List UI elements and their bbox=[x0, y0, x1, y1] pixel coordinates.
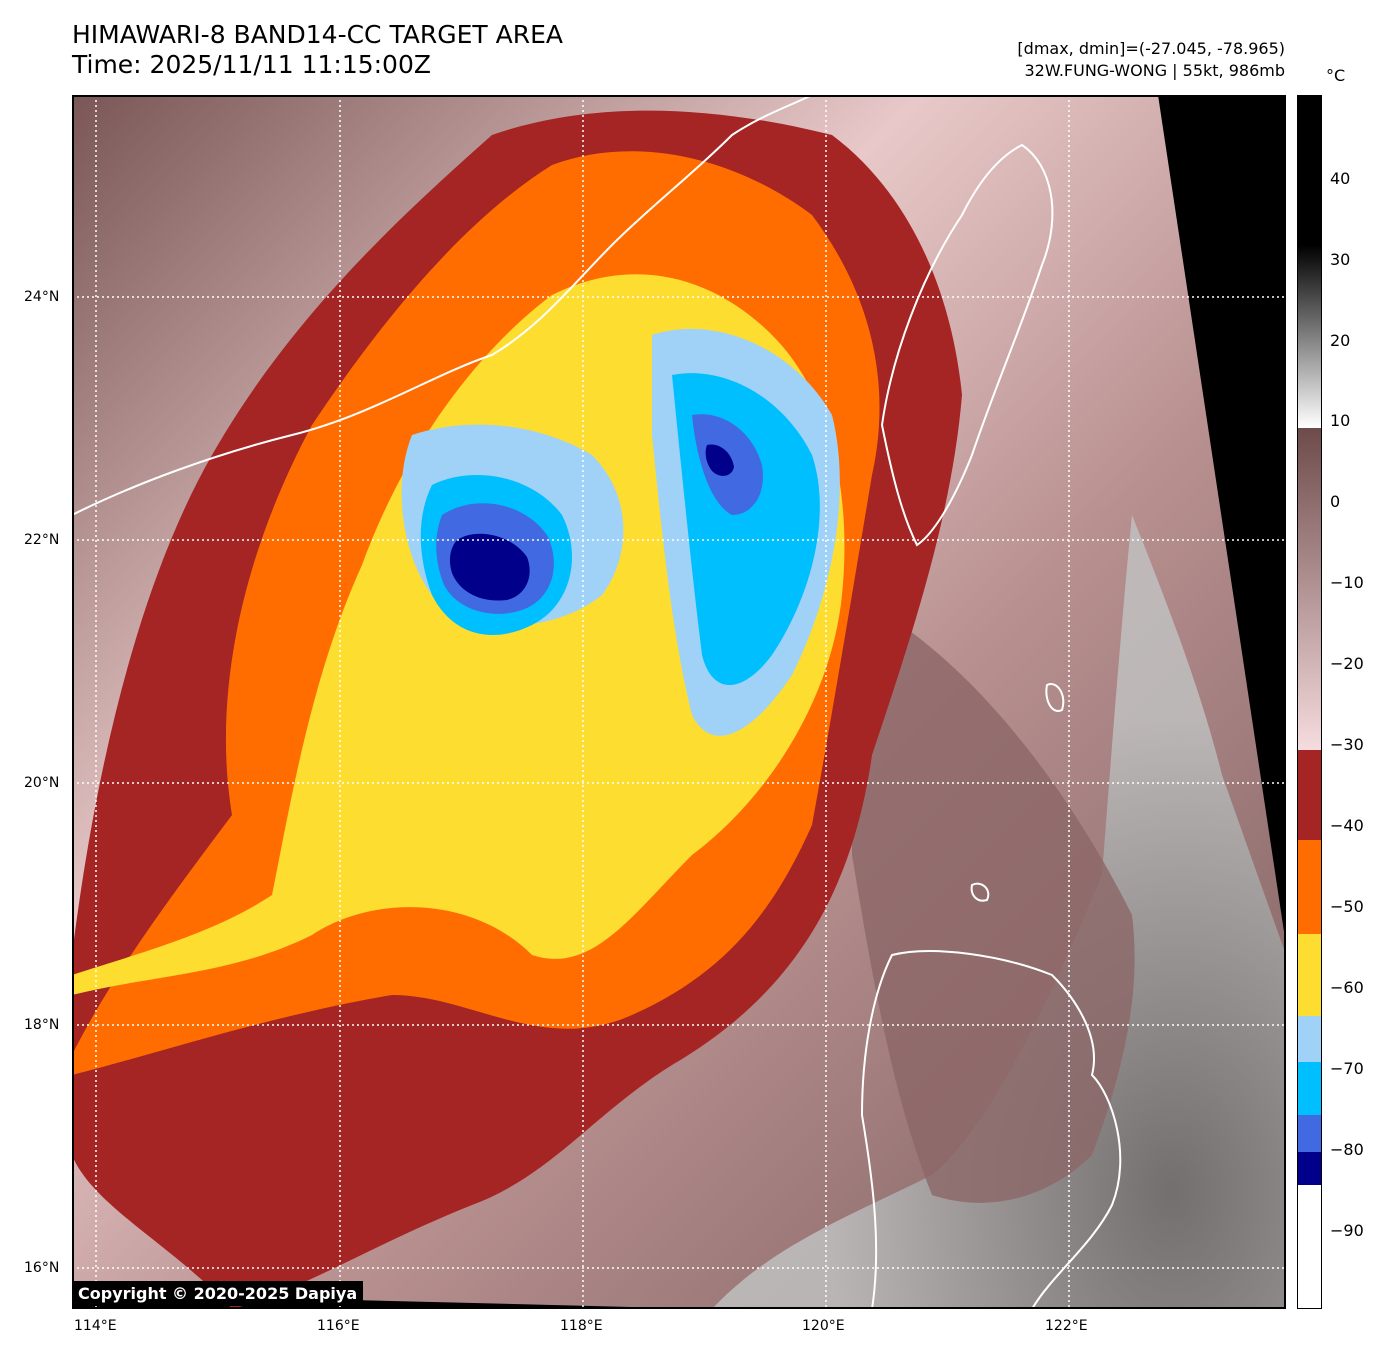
satellite-map bbox=[72, 95, 1286, 1309]
title-line-1: HIMAWARI-8 BAND14-CC TARGET AREA bbox=[72, 20, 564, 49]
map-gridlines bbox=[72, 95, 1286, 1309]
lat-label-22n: 22°N bbox=[24, 532, 60, 548]
lat-label-24n: 24°N bbox=[24, 289, 60, 305]
colorbar-tick-40: 40 bbox=[1330, 169, 1351, 188]
colorbar-deep-sky bbox=[1297, 1062, 1322, 1115]
band-navy-core bbox=[449, 444, 734, 601]
coastline-luzon bbox=[860, 950, 1122, 1309]
colorbar-tick-20: 20 bbox=[1330, 331, 1351, 350]
colorbar-white bbox=[1297, 1185, 1322, 1309]
colorbar-navy bbox=[1297, 1152, 1322, 1185]
colorbar-orange bbox=[1297, 840, 1322, 934]
lon-label-118e: 118°E bbox=[560, 1318, 603, 1334]
lon-label-114e: 114°E bbox=[74, 1318, 117, 1334]
colorbar-frame bbox=[1297, 95, 1322, 1309]
colorbar-tick-minus70: −70 bbox=[1330, 1059, 1364, 1078]
colorbar-brown-segment bbox=[1297, 428, 1322, 750]
colorbar-tick-minus80: −80 bbox=[1330, 1140, 1364, 1159]
lat-label-20n: 20°N bbox=[24, 775, 60, 791]
coastline-batanes bbox=[970, 683, 1065, 902]
range-text: [dmax, dmin]=(-27.045, -78.965) bbox=[1017, 39, 1285, 58]
lon-label-116e: 116°E bbox=[317, 1318, 360, 1334]
colorbar-tick-minus40: −40 bbox=[1330, 816, 1364, 835]
colorbar-tick-minus30: −30 bbox=[1330, 735, 1364, 754]
colorbar bbox=[1297, 95, 1322, 1309]
colorbar-royal-blue bbox=[1297, 1115, 1322, 1152]
chart-title: HIMAWARI-8 BAND14-CC TARGET AREA Time: 2… bbox=[72, 20, 563, 80]
lon-label-122e: 122°E bbox=[1045, 1318, 1088, 1334]
colorbar-grey-segment bbox=[1297, 95, 1322, 428]
lat-label-18n: 18°N bbox=[24, 1017, 60, 1033]
colorbar-yellow bbox=[1297, 934, 1322, 1016]
warm-clear-area bbox=[712, 515, 1286, 1309]
colorbar-tick-30: 30 bbox=[1330, 250, 1351, 269]
coastline-china bbox=[72, 95, 813, 516]
map-frame bbox=[72, 95, 1286, 1309]
colorbar-dark-red bbox=[1297, 750, 1322, 840]
coastline-taiwan bbox=[880, 143, 1054, 547]
colorbar-unit: °C bbox=[1326, 66, 1346, 85]
brown-cloud-area bbox=[852, 595, 1135, 1203]
lon-label-120e: 120°E bbox=[802, 1318, 845, 1334]
storm-info: [dmax, dmin]=(-27.045, -78.965) 32W.FUNG… bbox=[1017, 38, 1285, 82]
space-corner bbox=[1158, 95, 1286, 945]
storm-text: 32W.FUNG-WONG | 55kt, 986mb bbox=[1024, 61, 1285, 80]
colorbar-tick-minus60: −60 bbox=[1330, 978, 1364, 997]
colorbar-tick-0: 0 bbox=[1330, 492, 1341, 511]
colorbar-tick-minus20: −20 bbox=[1330, 654, 1364, 673]
colorbar-tick-10: 10 bbox=[1330, 411, 1351, 430]
copyright-badge: Copyright © 2020-2025 Dapiya bbox=[72, 1281, 364, 1306]
title-line-2: Time: 2025/11/11 11:15:00Z bbox=[72, 50, 431, 79]
colorbar-tick-minus90: −90 bbox=[1330, 1221, 1364, 1240]
colorbar-light-sky bbox=[1297, 1016, 1322, 1062]
colorbar-tick-minus10: −10 bbox=[1330, 573, 1364, 592]
lat-label-16n: 16°N bbox=[24, 1260, 60, 1276]
colorbar-tick-minus50: −50 bbox=[1330, 897, 1364, 916]
band-yellow bbox=[72, 274, 845, 995]
